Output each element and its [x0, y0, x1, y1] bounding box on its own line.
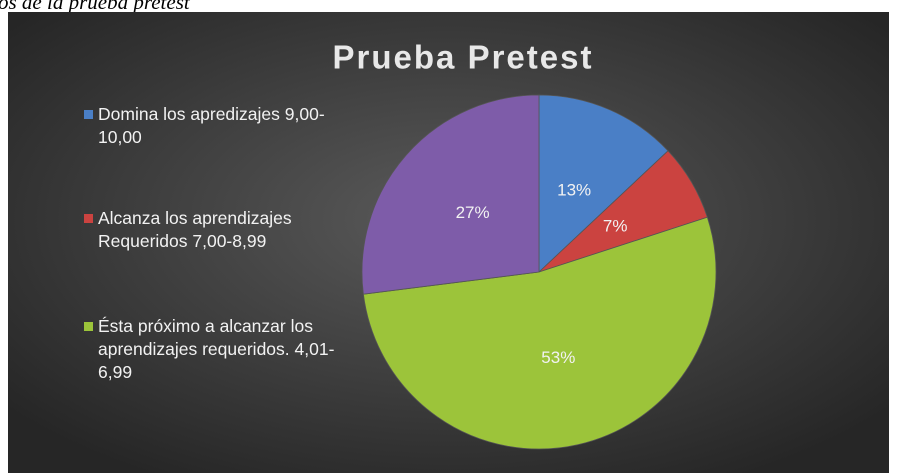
legend-item: Ésta próximo a alcanzar los aprendizajes… — [84, 315, 338, 384]
data-label: 7% — [603, 216, 628, 235]
legend-label: Ésta próximo a alcanzar los aprendizajes… — [98, 316, 335, 382]
caption: os de la prueba pretest — [0, 0, 191, 14]
legend-item: Alcanza los aprendizajes Requeridos 7,00… — [84, 207, 338, 253]
legend-marker — [84, 322, 93, 331]
legend-item: Domina los apredizajes 9,00-10,00 — [84, 103, 338, 149]
chart-title: Prueba Pretest — [333, 39, 594, 76]
data-label: 13% — [557, 180, 591, 199]
legend-label: Domina los apredizajes 9,00-10,00 — [98, 104, 325, 147]
legend-label: Alcanza los aprendizajes Requeridos 7,00… — [98, 208, 292, 251]
legend-marker — [84, 214, 93, 223]
data-label: 53% — [541, 348, 575, 367]
pie-slice — [362, 216, 717, 450]
data-label: 27% — [456, 203, 490, 222]
legend-marker — [84, 110, 93, 119]
pie-slice — [361, 94, 540, 295]
pie-slice — [538, 94, 669, 273]
